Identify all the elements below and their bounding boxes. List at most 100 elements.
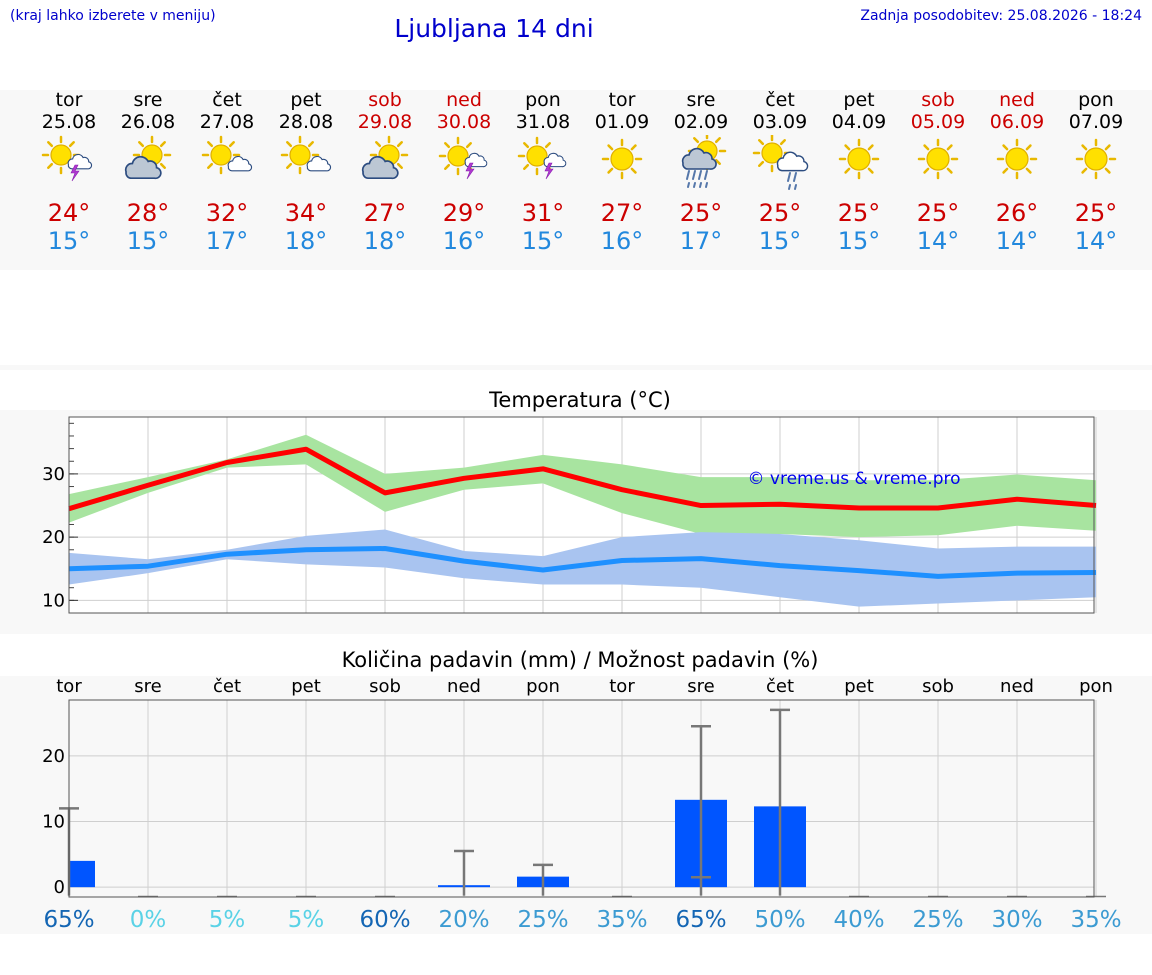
x-day-label: pet: [291, 676, 321, 697]
temperature-chart-title: Temperatura (°C): [489, 388, 671, 412]
temp-min: 14°: [916, 227, 960, 255]
precip-probability: 5%: [288, 907, 325, 933]
x-day-label: ned: [1000, 676, 1034, 697]
last-update: Zadnja posodobitev: 25.08.2026 - 18:24: [860, 8, 1142, 24]
day-name: tor: [55, 89, 83, 111]
sun-cloud-icon: [361, 135, 409, 180]
temp-min: 15°: [521, 227, 565, 255]
sun-small-cloud-icon: [201, 135, 253, 175]
temp-max: 25°: [679, 199, 723, 227]
sun-icon: [1075, 138, 1117, 180]
temp-max: 26°: [995, 199, 1039, 227]
x-day-label: pon: [1079, 676, 1113, 697]
sun-thunder-icon: [517, 136, 567, 180]
tmin-line: [68, 546, 1097, 579]
x-day-label: čet: [213, 676, 241, 697]
precipitation-chart: tor sre čet pet sob ned pon tor sre čet pet sob ned p…: [42, 676, 1121, 933]
x-day-label: tor: [609, 676, 635, 697]
precip-probability: 65%: [43, 907, 94, 933]
y-tick-label: 10: [42, 590, 65, 611]
divider: [0, 365, 1152, 370]
temp-min: 16°: [442, 227, 486, 255]
temp-max: 27°: [363, 199, 407, 227]
y-tick-label: 30: [42, 464, 65, 485]
day-date: 28.08: [278, 111, 334, 133]
plot-area: [69, 700, 1094, 897]
temp-min: 18°: [284, 227, 328, 255]
temp-max: 25°: [758, 199, 802, 227]
day-column: pon 07.09 25° 14°: [1056, 89, 1136, 256]
sun-icon: [601, 138, 643, 180]
precip-probability: 35%: [596, 907, 647, 933]
x-day-label: sre: [134, 676, 161, 697]
day-name: ned: [446, 89, 482, 111]
day-name: tor: [608, 89, 636, 111]
precip-probability: 30%: [991, 907, 1042, 933]
y-tick-label: 0: [54, 877, 65, 898]
day-name: pet: [290, 89, 322, 111]
day-name: sre: [133, 89, 163, 111]
precip-bar: [69, 860, 95, 888]
plot-frame: [68, 416, 1095, 614]
day-name: sre: [686, 89, 716, 111]
precip-probability: 20%: [438, 907, 489, 933]
day-date: 07.09: [1068, 111, 1124, 133]
day-date: 04.09: [831, 111, 887, 133]
sun-icon: [838, 138, 880, 180]
temp-max: 32°: [205, 199, 249, 227]
sun-cloud-thunder-icon: [41, 135, 93, 182]
x-day-label: sob: [369, 676, 401, 697]
y-tick-label: 20: [42, 746, 65, 767]
sun-thunder-icon: [438, 136, 488, 180]
day-column: sre 26.08 28° 15°: [108, 89, 188, 256]
sun-cloud-icon: [124, 135, 172, 180]
day-name: ned: [999, 89, 1035, 111]
temp-min: 15°: [837, 227, 881, 255]
sun-icon: [996, 138, 1038, 180]
temp-min: 17°: [205, 227, 249, 255]
day-date: 31.08: [515, 111, 571, 133]
x-day-label: čet: [766, 676, 794, 697]
day-date: 25.08: [41, 111, 97, 133]
x-day-label: sob: [922, 676, 954, 697]
day-column: čet 03.09 25° 15°: [740, 90, 820, 255]
day-column: ned 06.09 26° 14°: [977, 89, 1057, 256]
location-hint: (kraj lahko izberete v meniju): [10, 8, 216, 24]
sun-rain-icon: [681, 135, 727, 188]
precip-probability: 50%: [754, 907, 805, 933]
plot-frame: [68, 699, 1095, 898]
temp-max: 27°: [600, 199, 644, 227]
precip-probability: 40%: [833, 907, 884, 933]
precip-probability: 65%: [675, 907, 726, 933]
day-date: 03.09: [752, 111, 808, 133]
temp-min: 15°: [47, 227, 91, 255]
temp-min: 15°: [758, 227, 802, 255]
precipitation-chart-title: Količina padavin (mm) / Možnost padavin …: [341, 648, 819, 672]
day-column: pon 31.08 31° 15°: [503, 90, 583, 256]
day-name: sob: [368, 89, 402, 111]
day-column: pet 28.08 34° 18°: [266, 89, 346, 256]
day-column: sob 29.08 27° 18°: [345, 89, 425, 256]
day-name: pon: [1078, 89, 1114, 111]
x-day-label: pet: [844, 676, 874, 697]
x-day-label: pon: [526, 676, 560, 697]
y-tick-label: 10: [42, 811, 65, 832]
precip-probability: 25%: [912, 907, 963, 933]
temp-max: 25°: [916, 199, 960, 227]
x-day-label: tor: [56, 676, 82, 697]
x-day-label: sre: [687, 676, 714, 697]
precip-probability: 25%: [517, 907, 568, 933]
temp-max: 34°: [284, 199, 328, 227]
temp-min: 14°: [995, 227, 1039, 255]
temp-min: 18°: [363, 227, 407, 255]
day-column: tor 01.09 27° 16°: [582, 89, 662, 256]
day-date: 05.09: [910, 111, 966, 133]
day-column: sre 02.09 25° 17°: [661, 89, 741, 256]
daily-forecast-strip: tor 25.08 24° 15° sre 26.08 28° 15° čet 27.08 32° 1…: [0, 90, 1152, 270]
day-name: čet: [212, 89, 242, 111]
temp-max: 28°: [126, 199, 170, 227]
x-day-label: ned: [447, 676, 481, 697]
precip-probability: 35%: [1070, 907, 1121, 933]
day-column: pet 04.09 25° 15°: [819, 89, 899, 256]
day-name: pet: [843, 89, 875, 111]
